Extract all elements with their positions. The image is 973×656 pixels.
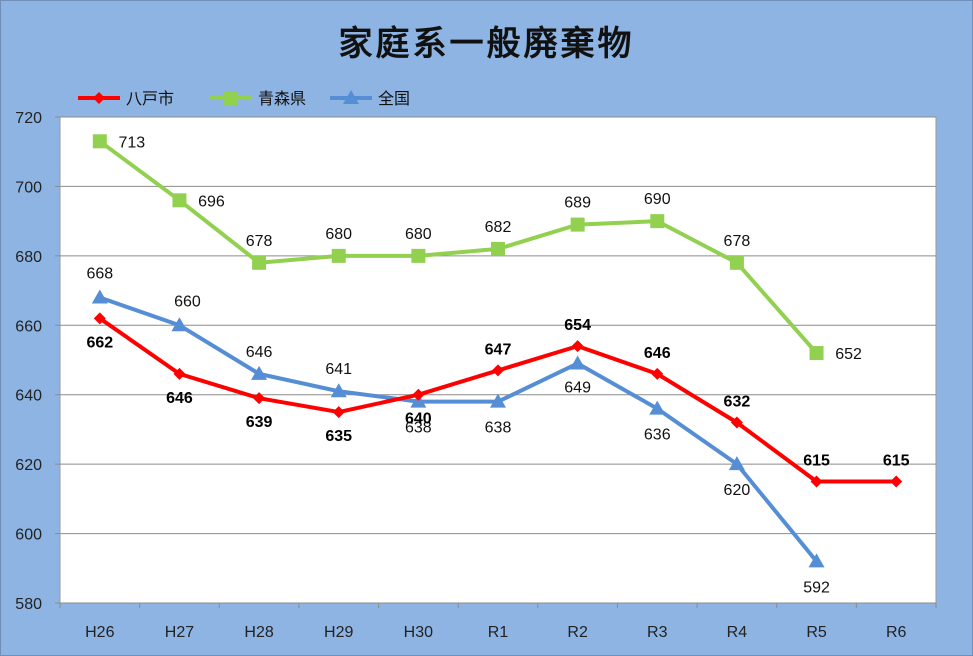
x-tick-label: R4 — [727, 624, 748, 641]
data-label: 678 — [724, 233, 751, 250]
x-tick-label: H29 — [324, 624, 353, 641]
data-point — [728, 456, 745, 471]
data-label: 689 — [564, 195, 591, 212]
data-point — [490, 393, 506, 408]
data-point — [492, 364, 504, 377]
data-point — [730, 416, 743, 429]
data-point — [412, 388, 425, 401]
legend-marker — [224, 91, 238, 105]
x-tick-label: H30 — [404, 624, 433, 641]
x-tick-label: R2 — [567, 624, 588, 641]
x-tick-label: R6 — [886, 624, 907, 641]
data-label: 654 — [564, 317, 591, 334]
data-label: 713 — [118, 134, 145, 151]
data-label: 592 — [803, 579, 830, 596]
data-label: 615 — [803, 453, 830, 470]
data-point — [650, 214, 665, 229]
data-point — [890, 475, 903, 488]
y-tick-label: 660 — [15, 318, 42, 335]
x-tick-label: R1 — [488, 624, 509, 641]
y-tick-label: 640 — [15, 388, 42, 405]
data-point — [251, 365, 268, 380]
data-label: 682 — [485, 219, 512, 236]
data-label: 662 — [86, 334, 113, 351]
x-tick-label: R3 — [647, 624, 668, 641]
data-label: 680 — [325, 226, 352, 243]
x-tick-label: H26 — [85, 624, 114, 641]
x-tick-label: R5 — [806, 624, 827, 641]
data-point — [411, 248, 426, 263]
data-point — [91, 289, 108, 304]
data-point — [331, 248, 346, 263]
data-label: 646 — [644, 345, 671, 362]
data-point — [172, 193, 187, 208]
data-label: 639 — [246, 414, 273, 431]
plot-area — [59, 116, 937, 604]
x-tick-label: H28 — [244, 624, 273, 641]
data-point — [173, 367, 186, 380]
data-label: 638 — [485, 420, 512, 437]
data-label: 620 — [724, 482, 751, 499]
data-label: 641 — [325, 361, 352, 378]
y-tick-label: 600 — [15, 527, 42, 544]
y-tick-label: 700 — [15, 179, 42, 196]
data-label: 696 — [198, 193, 225, 210]
data-label: 640 — [405, 411, 432, 428]
x-tick-label: H27 — [165, 624, 194, 641]
legend-marker — [93, 92, 105, 104]
legend-label: 全国 — [378, 89, 410, 108]
data-point — [92, 134, 107, 149]
data-point — [491, 241, 505, 256]
y-tick-label: 680 — [15, 249, 42, 266]
data-point — [808, 553, 825, 568]
data-label: 678 — [246, 233, 273, 250]
data-point — [330, 383, 347, 398]
data-label: 680 — [405, 226, 432, 243]
series-line — [99, 295, 819, 563]
y-tick-label: 580 — [15, 596, 42, 613]
data-point — [729, 255, 744, 270]
legend-label: 青森県 — [258, 89, 306, 108]
data-label: 647 — [485, 341, 512, 358]
data-label: 646 — [246, 344, 273, 361]
data-label: 660 — [174, 293, 201, 310]
legend-label: 八戸市 — [126, 89, 174, 108]
y-tick-label: 720 — [15, 110, 42, 127]
data-point — [253, 392, 266, 405]
data-point — [571, 340, 584, 353]
data-point — [93, 312, 106, 325]
data-point — [171, 317, 188, 332]
data-label: 632 — [724, 393, 751, 410]
data-label: 690 — [644, 191, 671, 208]
data-label: 649 — [564, 379, 591, 396]
series-line — [98, 139, 819, 355]
data-label: 646 — [166, 390, 193, 407]
data-label: 636 — [644, 427, 671, 444]
chart-title: 家庭系一般廃棄物 — [338, 24, 635, 64]
data-point — [570, 217, 585, 232]
data-label: 638 — [405, 420, 432, 437]
data-point — [569, 355, 586, 370]
data-point — [651, 367, 664, 380]
data-label: 615 — [883, 453, 910, 470]
data-point — [810, 475, 823, 488]
data-point — [809, 346, 824, 361]
data-label: 635 — [325, 428, 352, 445]
data-label: 652 — [835, 346, 862, 363]
data-label: 668 — [86, 266, 113, 283]
data-point — [252, 255, 267, 270]
legend-marker — [343, 90, 359, 104]
data-point — [649, 400, 666, 415]
y-tick-label: 620 — [15, 457, 42, 474]
data-point — [332, 406, 345, 419]
